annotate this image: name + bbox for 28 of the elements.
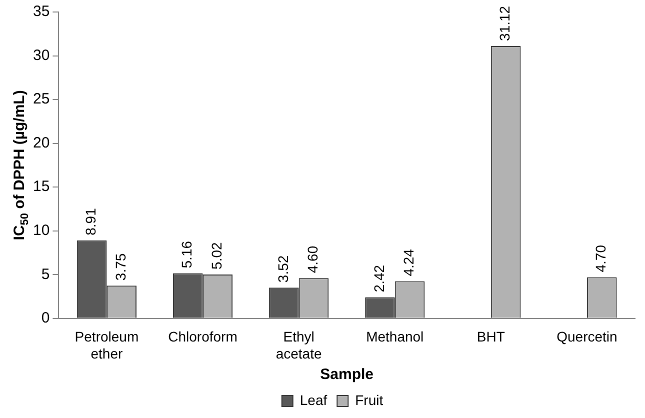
- data-label: 3.52: [274, 255, 291, 283]
- y-tick-label: 20: [32, 134, 50, 152]
- y-tick-label: 15: [32, 178, 50, 196]
- x-tick-label: Chloroform: [168, 328, 238, 345]
- data-label: 5.02: [208, 242, 225, 270]
- y-tick-label: 10: [32, 222, 50, 239]
- x-tick-label: Methanol: [366, 328, 424, 345]
- y-tick-label: 0: [41, 310, 50, 327]
- data-label: 5.16: [178, 240, 195, 268]
- x-tick-label: BHT: [476, 328, 506, 345]
- y-tick-label: 5: [41, 266, 50, 283]
- y-axis-title: IC50 of DPPH (µg/mL): [11, 90, 32, 240]
- legend-label: Leaf: [300, 392, 328, 408]
- data-label: 4.70: [592, 244, 609, 272]
- y-tick-label: 35: [32, 3, 50, 20]
- x-tick-label: Petroleum ether: [74, 328, 139, 362]
- y-tick-label: 30: [32, 46, 50, 64]
- legend-label: Fruit: [355, 392, 384, 408]
- x-axis-title: Sample: [320, 366, 374, 384]
- data-label: 4.24: [400, 248, 417, 276]
- data-label: 8.91: [82, 208, 99, 236]
- data-label: 3.75: [112, 253, 128, 281]
- data-label: 2.42: [370, 264, 387, 292]
- x-tick-label: Quercetin: [556, 328, 618, 345]
- data-label: 31.12: [496, 6, 513, 41]
- x-tick-label: Ethyl acetate: [276, 328, 322, 362]
- y-tick-label: 25: [32, 90, 50, 108]
- data-label: 4.60: [304, 246, 321, 274]
